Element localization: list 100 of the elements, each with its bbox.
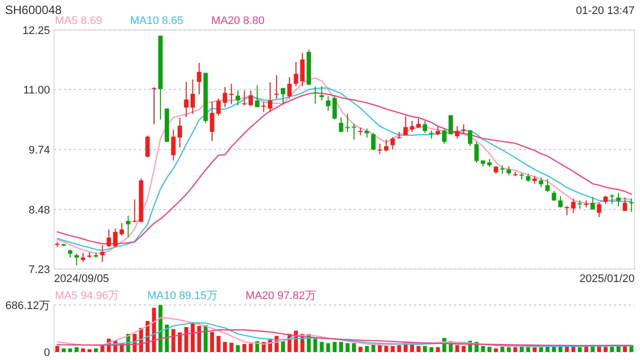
bar	[597, 346, 602, 352]
bar	[494, 348, 498, 352]
bar	[506, 347, 511, 352]
bar	[346, 343, 350, 352]
bar	[358, 346, 362, 352]
bar	[281, 341, 285, 352]
line-series	[56, 329, 632, 346]
bar	[455, 345, 460, 352]
candlestick	[371, 132, 376, 151]
bar	[55, 346, 60, 352]
candlestick	[80, 252, 86, 262]
candlestick	[468, 130, 472, 147]
text: MA20 97.82万	[246, 290, 316, 302]
text: MA5 8.69	[55, 15, 102, 27]
bar	[210, 332, 214, 352]
candlestick	[236, 90, 240, 106]
candlestick	[616, 192, 621, 207]
bar	[539, 347, 543, 352]
bar	[223, 342, 227, 352]
candlestick	[242, 90, 246, 106]
candlestick	[106, 228, 112, 248]
candlestick	[190, 79, 195, 114]
candlestick	[100, 244, 105, 262]
candlestick	[545, 178, 550, 192]
y-tick-label: 8.48	[28, 204, 50, 216]
bar	[242, 344, 246, 352]
candlestick	[500, 164, 505, 174]
candlestick	[506, 166, 511, 176]
bar	[74, 347, 79, 352]
candlestick	[178, 117, 182, 148]
text: MA20 8.80	[211, 15, 264, 27]
candlestick	[294, 61, 298, 87]
candlestick	[552, 190, 556, 202]
text: MA10 89.15万	[147, 290, 218, 302]
bar	[158, 305, 162, 352]
candlestick	[126, 215, 130, 238]
candlestick	[120, 222, 124, 236]
y-tick-label: 9.74	[28, 144, 50, 156]
candlestick	[364, 128, 370, 138]
chart-title: SH600048	[5, 3, 62, 17]
bar	[610, 346, 614, 352]
bar	[462, 346, 466, 352]
candlestick	[596, 202, 602, 218]
chart-subtitle: 01-20 13:47	[576, 5, 635, 17]
bar	[68, 348, 72, 352]
candlestick	[184, 81, 188, 118]
bar	[320, 342, 324, 352]
bar	[248, 344, 253, 352]
bar	[171, 329, 176, 352]
candlestick	[313, 86, 318, 104]
candlestick	[622, 197, 628, 212]
y-tick-label: 0	[44, 347, 50, 359]
candlestick	[248, 90, 253, 107]
candlestick	[74, 253, 79, 266]
candlestick	[332, 96, 337, 120]
text: MA5 94.96万	[55, 290, 120, 302]
bar	[81, 348, 85, 352]
bar	[384, 346, 388, 352]
bar	[236, 345, 240, 352]
bar	[397, 345, 402, 352]
bar	[604, 346, 608, 352]
bar	[313, 338, 318, 352]
bar	[423, 346, 427, 352]
bar	[526, 346, 530, 352]
bar	[429, 347, 434, 352]
candlestick	[448, 114, 453, 135]
candlestick	[410, 120, 414, 132]
bar	[94, 348, 98, 352]
bar	[390, 346, 395, 352]
y-tick-label: 686.12万	[5, 300, 50, 312]
candlestick	[326, 96, 330, 112]
candlestick	[538, 177, 544, 188]
text: 2024/09/05	[54, 273, 110, 285]
candlestick	[210, 101, 214, 142]
bar	[416, 346, 420, 352]
candlestick	[196, 62, 202, 95]
bar	[326, 343, 330, 352]
candlestick	[222, 86, 228, 108]
bar	[88, 349, 92, 352]
bar	[197, 326, 202, 352]
candlestick	[229, 83, 234, 105]
candlestick	[403, 116, 408, 136]
candlestick	[455, 126, 460, 140]
bar	[590, 346, 595, 352]
candlestick	[442, 128, 446, 144]
candlestick	[300, 52, 305, 87]
bar	[481, 346, 485, 352]
candlestick	[261, 101, 266, 112]
candlestick	[378, 143, 382, 155]
candlestick	[590, 196, 595, 210]
candlestick	[558, 196, 563, 208]
bar	[339, 342, 344, 352]
candlestick	[474, 141, 479, 164]
bar	[62, 348, 66, 352]
bar	[436, 347, 440, 352]
bar	[500, 346, 504, 352]
y-tick-label: 12.25	[22, 25, 50, 37]
bar	[488, 346, 492, 352]
bar	[352, 343, 356, 352]
bar	[532, 347, 537, 352]
